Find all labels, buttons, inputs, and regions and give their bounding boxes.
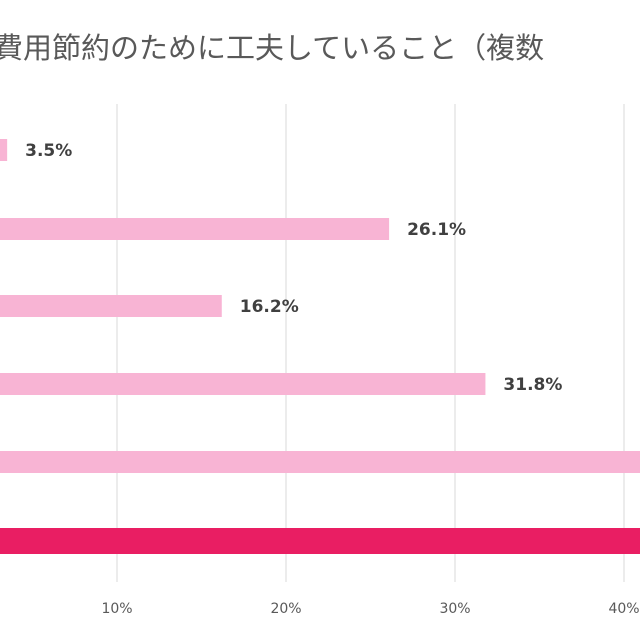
- bars-group: [0, 139, 640, 554]
- x-tick-label: 20%: [270, 601, 301, 617]
- chart-title: 費用節約のために工夫していること（複数: [0, 31, 544, 65]
- data-label: 16.2%: [240, 297, 299, 317]
- bar: [0, 451, 640, 473]
- x-tick-labels-group: 10% 20% 30% 40%: [101, 601, 639, 617]
- x-tick-label: 30%: [439, 601, 470, 617]
- data-label: 31.8%: [503, 375, 562, 395]
- gridlines-group: [116, 104, 625, 582]
- bar: [0, 295, 222, 317]
- x-tick-label: 40%: [608, 601, 639, 617]
- data-labels-group: 3.5% 26.1% 16.2% 31.8%: [25, 141, 562, 395]
- bar: [0, 528, 640, 554]
- data-label: 3.5%: [25, 141, 72, 161]
- bar: [0, 218, 390, 240]
- bar: [0, 373, 486, 395]
- data-label: 26.1%: [407, 220, 466, 240]
- x-tick-label: 10%: [101, 601, 132, 617]
- bar: [0, 139, 8, 161]
